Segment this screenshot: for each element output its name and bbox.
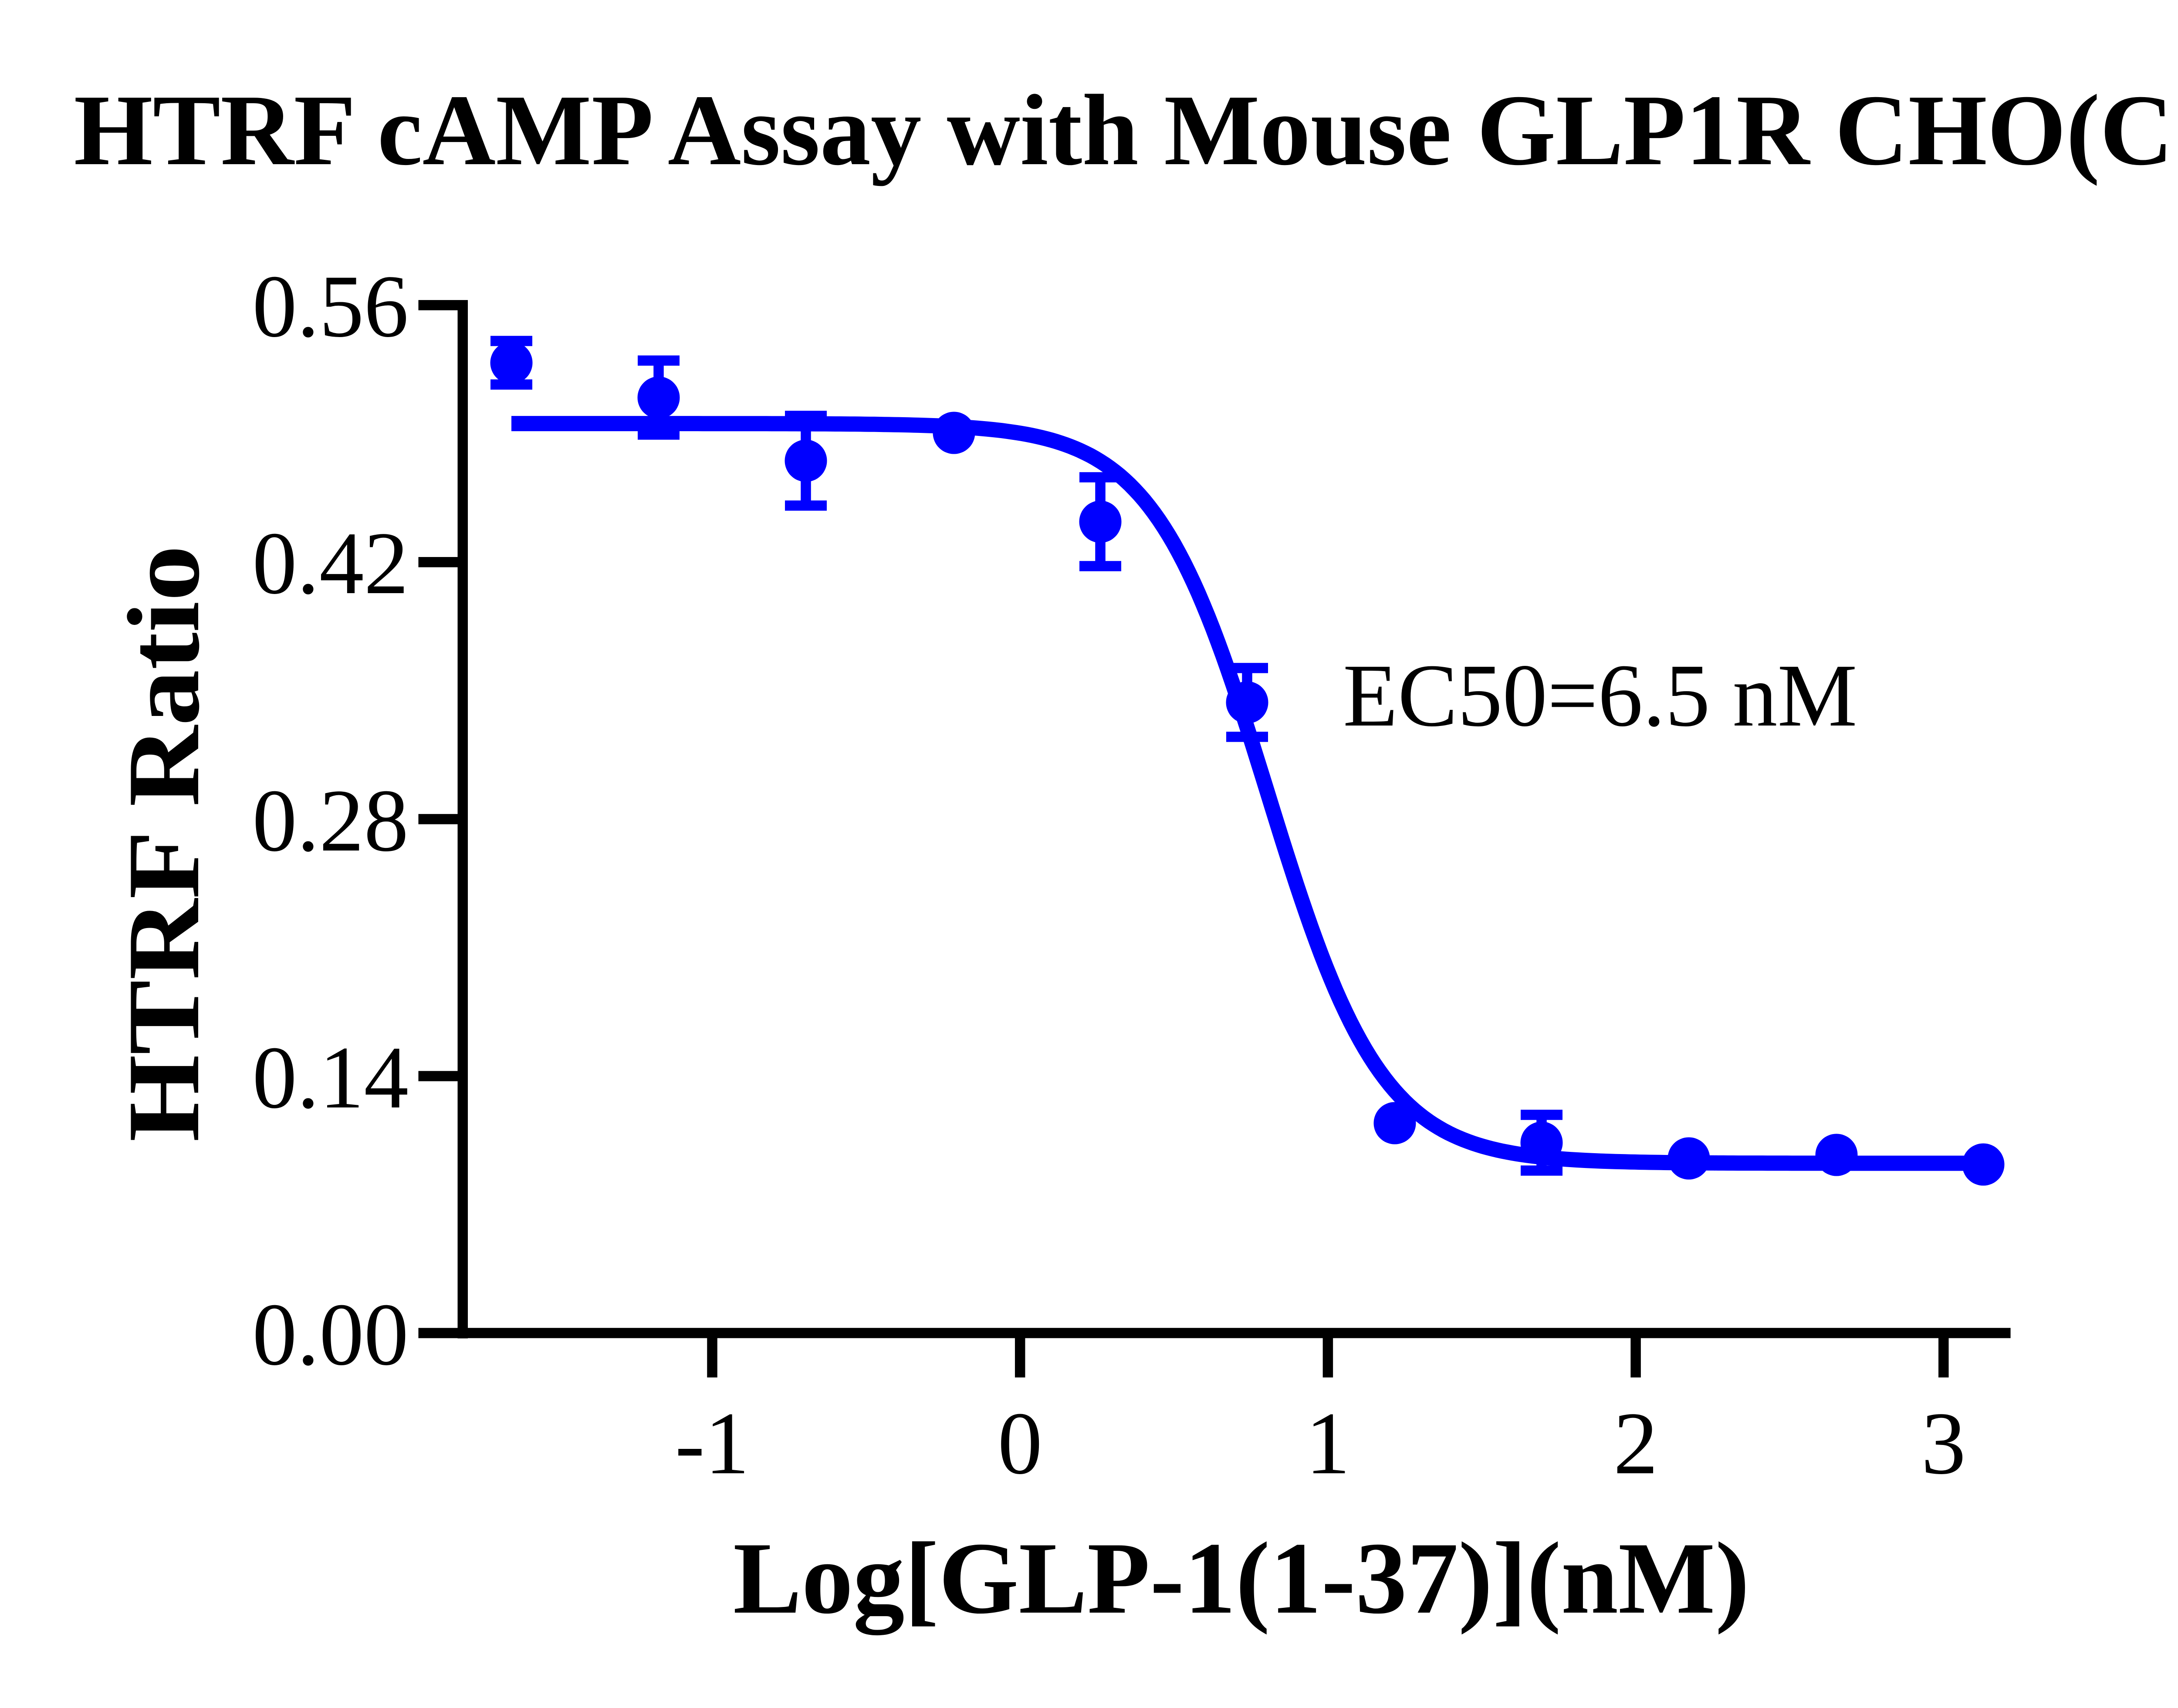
- svg-text:-1: -1: [675, 1394, 750, 1493]
- svg-text:3: 3: [1921, 1394, 1966, 1493]
- svg-text:0.42: 0.42: [252, 514, 409, 613]
- svg-text:1: 1: [1305, 1394, 1350, 1493]
- svg-text:HTRF cAMP Assay with Mouse GLP: HTRF cAMP Assay with Mouse GLP1R CHO(C15…: [74, 74, 2178, 186]
- svg-text:0.14: 0.14: [252, 1028, 409, 1127]
- svg-text:Log[GLP-1(1-37)](nM): Log[GLP-1(1-37)](nM): [733, 1522, 1749, 1635]
- svg-text:EC50=6.5 nM: EC50=6.5 nM: [1343, 645, 1857, 745]
- svg-text:0: 0: [998, 1394, 1042, 1493]
- svg-text:0.00: 0.00: [252, 1285, 409, 1384]
- svg-text:0.56: 0.56: [252, 257, 409, 356]
- svg-text:2: 2: [1613, 1394, 1658, 1493]
- svg-text:HTRF Ratio: HTRF Ratio: [107, 545, 221, 1142]
- svg-text:0.28: 0.28: [252, 771, 409, 870]
